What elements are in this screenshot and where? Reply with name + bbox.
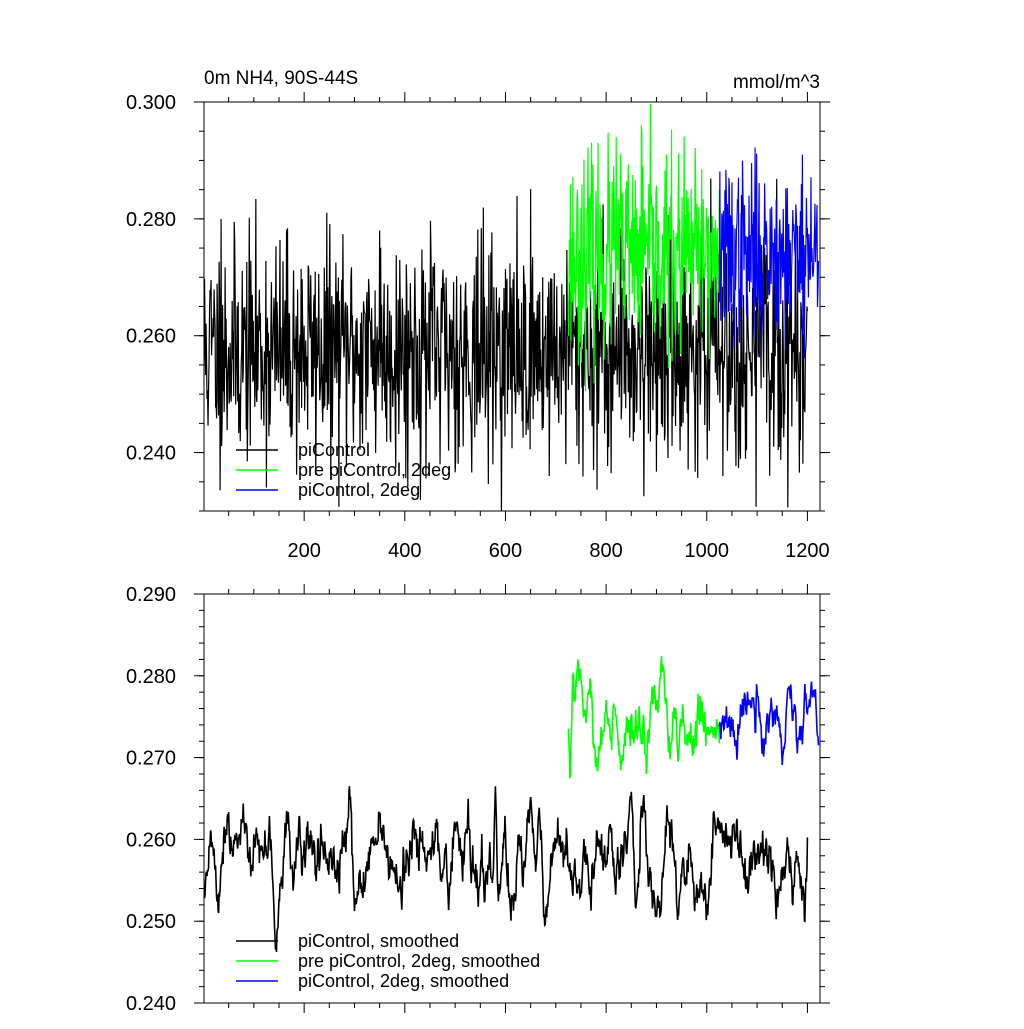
series-line-2 xyxy=(567,656,721,779)
legend-label-1: piControl, smoothed xyxy=(298,931,459,951)
y-tick-label: 0.270 xyxy=(126,748,176,770)
series-line-2 xyxy=(567,104,720,392)
x-tick-label: 600 xyxy=(489,540,522,562)
chart-panel-2: 0.240 0.250 0.260 0.270 0.280 0.290 piControl,… xyxy=(126,584,830,1015)
y-tick-label: 0.280 xyxy=(126,209,176,231)
chart-panel-1: 200 400 600 800 1000 1200 0.240 0.260 0.280 0.300… xyxy=(126,68,830,562)
series-line-1 xyxy=(204,786,809,953)
x-tick-label: 400 xyxy=(388,540,421,562)
y-tick-label: 0.260 xyxy=(126,829,176,851)
legend-label-1: piControl xyxy=(298,440,370,460)
x-tick-label: 1000 xyxy=(685,540,730,562)
plot-frame xyxy=(203,593,821,1004)
y-tick-label: 0.240 xyxy=(126,993,176,1015)
series-line-1 xyxy=(204,178,809,511)
x-tick-label: 800 xyxy=(589,540,622,562)
legend-label-2: pre piControl, 2deg xyxy=(298,460,451,480)
units-label: mmol/m^3 xyxy=(733,72,820,93)
y-tick-label: 0.300 xyxy=(126,92,176,114)
y-tick-label: 0.260 xyxy=(126,326,176,348)
legend-label-2: pre piControl, 2deg, smoothed xyxy=(298,951,540,971)
y-tick-label: 0.250 xyxy=(126,911,176,933)
x-tick-label: 1200 xyxy=(785,540,830,562)
chart-title: 0m NH4, 90S-44S xyxy=(204,68,358,89)
series-line-3 xyxy=(718,681,820,766)
series-line-3 xyxy=(718,147,820,359)
y-tick-label: 0.290 xyxy=(126,584,176,606)
y-tick-label: 0.240 xyxy=(126,443,176,465)
legend-label-3: piControl, 2deg xyxy=(298,480,420,500)
y-tick-label: 0.280 xyxy=(126,666,176,688)
x-tick-label: 200 xyxy=(287,540,320,562)
legend-label-3: piControl, 2deg, smoothed xyxy=(298,971,509,991)
